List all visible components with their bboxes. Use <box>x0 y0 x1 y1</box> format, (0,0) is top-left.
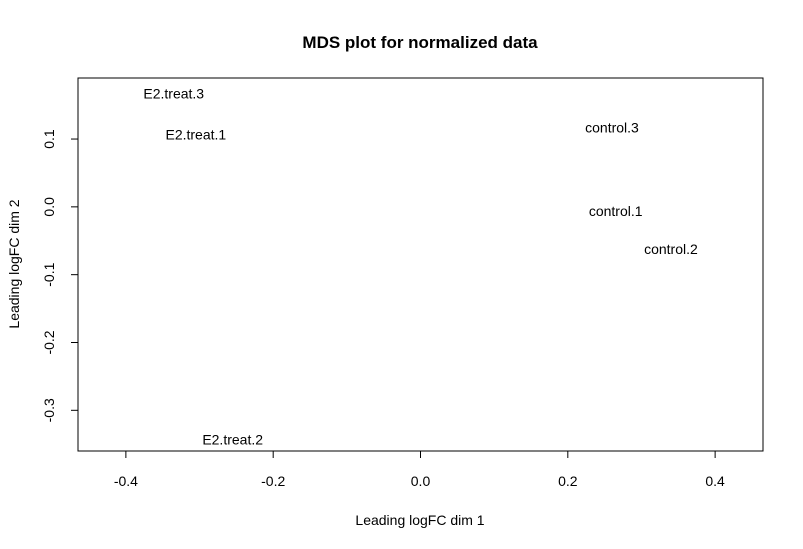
y-tick-label: 0.0 <box>41 197 57 217</box>
point-label: control.2 <box>644 241 698 257</box>
y-tick-label: -0.3 <box>41 398 57 422</box>
x-tick-label: 0.2 <box>558 473 578 489</box>
point-label: control.3 <box>585 120 639 136</box>
chart-title: MDS plot for normalized data <box>302 33 538 52</box>
y-axis-label: Leading logFC dim 2 <box>6 199 22 328</box>
x-tick-label: -0.4 <box>114 473 138 489</box>
point-label: control.1 <box>589 203 643 219</box>
x-tick-label: -0.2 <box>261 473 285 489</box>
point-labels: E2.treat.3 E2.treat.1 E2.treat.2 control.3 c… <box>143 86 698 448</box>
x-axis-label: Leading logFC dim 1 <box>355 512 484 528</box>
x-tick-label: 0.4 <box>705 473 725 489</box>
point-label: E2.treat.1 <box>165 126 226 142</box>
y-tick-label: -0.2 <box>41 330 57 354</box>
x-axis: -0.4 -0.2 0.0 0.2 0.4 <box>114 450 725 489</box>
y-tick-label: -0.1 <box>41 262 57 286</box>
y-tick-label: 0.1 <box>41 129 57 149</box>
point-label: E2.treat.3 <box>143 86 204 102</box>
x-tick-label: 0.0 <box>411 473 431 489</box>
y-axis: -0.3 -0.2 -0.1 0.0 0.1 <box>41 129 79 422</box>
point-label: E2.treat.2 <box>202 432 263 448</box>
